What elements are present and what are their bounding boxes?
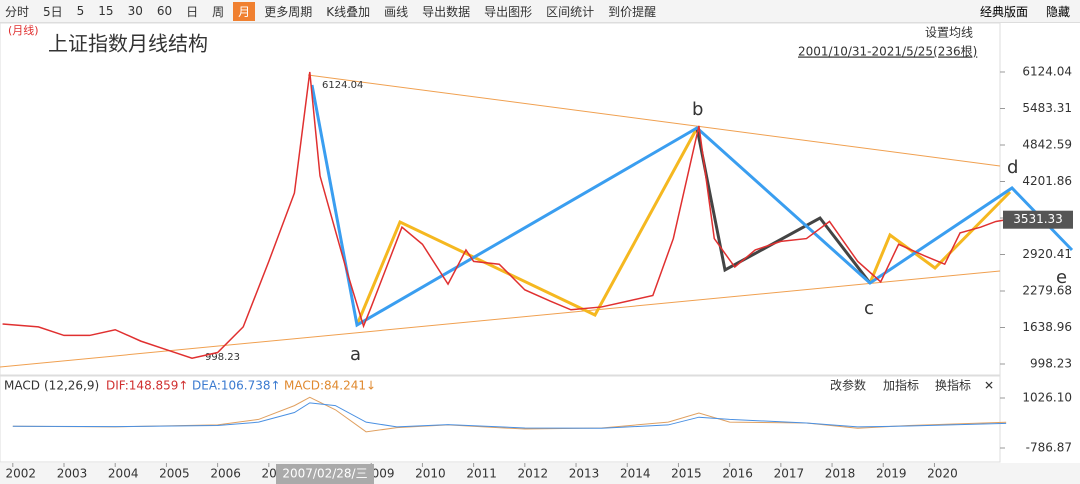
- toolbar-item[interactable]: 周: [212, 4, 225, 19]
- y-tick-label: -786.87: [1026, 441, 1072, 455]
- macd-label: MACD:84.241↓: [284, 379, 376, 393]
- x-axis-bar: [0, 463, 1080, 484]
- x-tick-label: 2019: [876, 467, 907, 481]
- x-tick-label: 2006: [210, 467, 241, 481]
- x-tick-label: 2012: [518, 467, 549, 481]
- macd-button[interactable]: 改参数: [830, 378, 866, 393]
- macd-name: MACD: [4, 379, 40, 393]
- ma-setting[interactable]: 设置均线: [925, 26, 973, 40]
- toolbar-item[interactable]: 到价提醒: [608, 4, 657, 19]
- toolbar-item[interactable]: 导出图形: [484, 4, 533, 19]
- toolbar-item[interactable]: 30: [127, 4, 143, 18]
- x-tick-label: 2016: [722, 467, 753, 481]
- toolbar-item[interactable]: 60: [156, 4, 173, 18]
- toolbar-item[interactable]: 导出数据: [422, 4, 471, 19]
- y-tick-label: 5483.31: [1022, 101, 1072, 115]
- cursor-date: 2007/02/28/三: [282, 467, 367, 481]
- high-label: 6124.04: [322, 80, 363, 91]
- macd-panel: [0, 375, 1001, 463]
- chart-title: 上证指数月线结构: [48, 32, 208, 56]
- x-tick-label: 2014: [620, 467, 651, 481]
- y-tick-label: 998.23: [1030, 357, 1072, 371]
- period-label: (月线): [8, 23, 39, 37]
- toolbar-item[interactable]: 5: [76, 4, 85, 18]
- last-price: 3531.33: [1013, 212, 1063, 226]
- x-tick-label: 2011: [466, 467, 497, 481]
- toolbar-right: 经典版面 隐藏: [962, 3, 1070, 20]
- toolbar-item[interactable]: 日: [186, 4, 199, 19]
- x-tick-label: 2002: [6, 467, 37, 481]
- wave-lines: [0, 74, 1074, 368]
- x-tick-label: 2013: [569, 467, 600, 481]
- toolbar-item[interactable]: 15: [98, 4, 114, 18]
- wave-label: b: [692, 99, 703, 120]
- y-tick-label: 4201.86: [1022, 174, 1072, 188]
- macd-params: (12,26,9): [44, 379, 99, 393]
- toolbar-item[interactable]: 月: [233, 1, 256, 21]
- wave-label: e: [1056, 267, 1067, 288]
- x-tick-label: 2018: [825, 467, 856, 481]
- wave-label: d: [1007, 157, 1018, 178]
- toolbar-item[interactable]: 隐藏: [1045, 5, 1070, 19]
- price-line: [2, 71, 1007, 359]
- y-tick-label: 6124.04: [1022, 64, 1072, 78]
- cursor-date-box: [276, 464, 374, 484]
- macd-line: [12, 402, 1007, 429]
- y-tick-label: 4842.59: [1022, 137, 1072, 151]
- macd-button[interactable]: 加指标: [883, 378, 919, 393]
- wave-label: c: [864, 298, 874, 319]
- dif-label: DIF:148.859↑: [106, 379, 188, 393]
- toolbar-item[interactable]: 画线: [384, 4, 409, 19]
- y-tick-label: 2920.41: [1022, 247, 1072, 261]
- toolbar-item[interactable]: 5日: [43, 4, 63, 19]
- y-tick-label: 1026.10: [1022, 391, 1072, 405]
- last-price-box: [1003, 210, 1073, 229]
- toolbar: 分时 5日 5 15 30 60 日周月更多周期 K线叠加 画线 导出数据 导出图形 区间统计 到价提醒: [0, 0, 1080, 23]
- x-tick-label: 2003: [57, 467, 88, 481]
- dea-label: DEA:106.738↑: [192, 379, 281, 393]
- toolbar-item[interactable]: 更多周期: [264, 4, 313, 19]
- x-tick-label: 2005: [159, 467, 190, 481]
- x-tick-label: 2015: [671, 467, 702, 481]
- toolbar-item[interactable]: 分时: [5, 4, 30, 19]
- range-label: 2001/10/31-2021/5/25(236根): [798, 45, 977, 59]
- wave-label: a: [350, 344, 361, 365]
- x-tick-label: 2017: [774, 467, 805, 481]
- close-icon[interactable]: ✕: [984, 379, 994, 393]
- low-label: 998.23: [205, 352, 240, 363]
- y-tick-label: 2279.68: [1022, 284, 1072, 298]
- toolbar-item[interactable]: 经典版面: [979, 5, 1028, 19]
- x-tick-label: 2004: [108, 467, 139, 481]
- macd-button[interactable]: 换指标: [935, 378, 971, 393]
- y-tick-label: 1638.96: [1022, 320, 1072, 334]
- toolbar-item[interactable]: K线叠加: [326, 4, 371, 19]
- x-tick-label: 2020: [927, 467, 958, 481]
- price-panel: [0, 22, 1001, 376]
- x-tick-label: 2010: [415, 467, 446, 481]
- toolbar-item[interactable]: 区间统计: [546, 4, 595, 19]
